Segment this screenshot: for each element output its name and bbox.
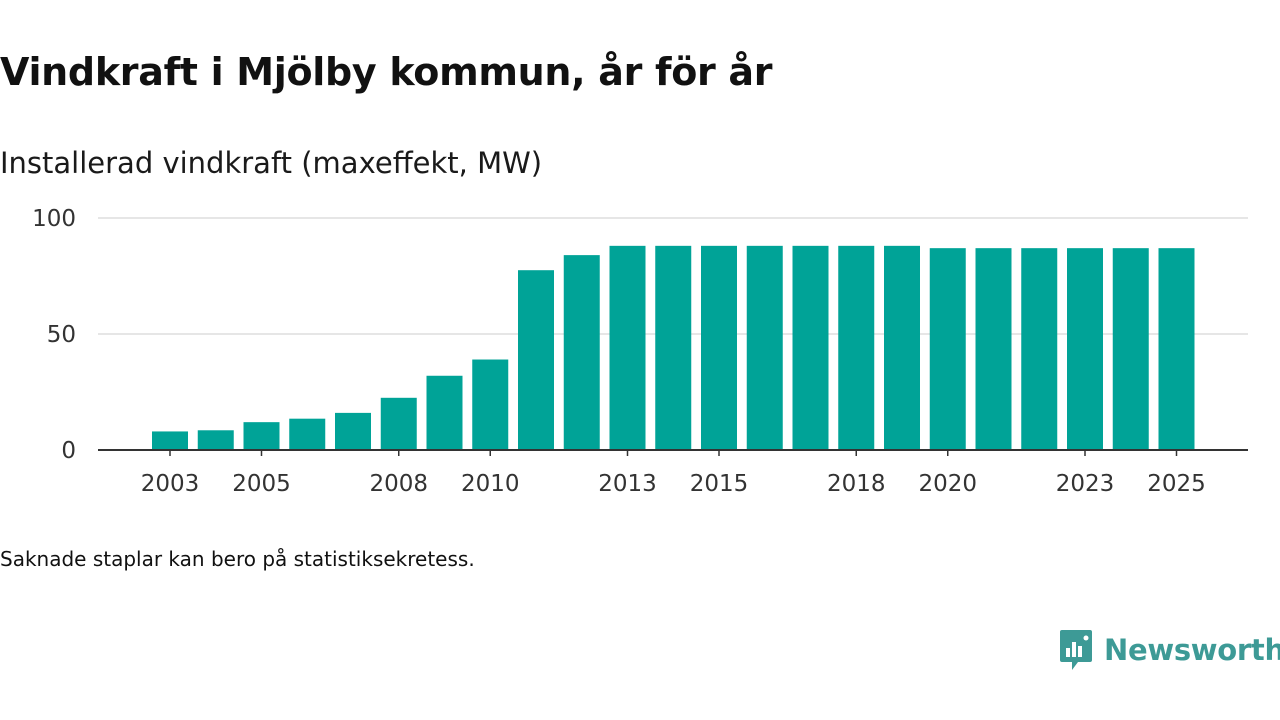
bar-layer — [152, 245, 1195, 450]
x-tick-label: 2003 — [141, 471, 200, 497]
y-tick-label: 100 — [32, 206, 76, 232]
x-tick-label: 2005 — [232, 471, 291, 497]
x-tick-label: 2008 — [369, 471, 428, 497]
x-tick-label: 2015 — [690, 471, 749, 497]
bar-2020 — [929, 248, 966, 450]
bar-2021 — [975, 248, 1012, 450]
x-tick-label: 2013 — [598, 471, 657, 497]
bar-2017 — [792, 245, 829, 450]
y-tick-label: 0 — [61, 438, 76, 464]
brand-name: Newsworthy — [1104, 633, 1280, 667]
x-tick-label: 2018 — [827, 471, 886, 497]
bar-2007 — [335, 412, 371, 450]
bar-2023 — [1067, 248, 1103, 450]
bar-chart: 0 50 100 2003 2005 2008 2010 2013 2015 2018 2020 20… — [32, 206, 1248, 497]
bar-2024 — [1112, 248, 1149, 450]
axis-layer: 0 50 100 2003 2005 2008 2010 2013 2015 2018 2020 20… — [32, 206, 1248, 497]
bar-2008 — [380, 397, 417, 450]
x-tick-label: 2023 — [1056, 471, 1115, 497]
bar-2025 — [1158, 248, 1195, 450]
bar-2013 — [609, 245, 646, 450]
footnote: Saknade staplar kan bero på statistiksek… — [0, 547, 475, 571]
chart-title: Vindkraft i Mjölby kommun, år för år — [0, 50, 773, 94]
bar-2009 — [426, 375, 463, 450]
x-tick-label: 2020 — [918, 471, 977, 497]
chart-subtitle: Installerad vindkraft (maxeffekt, MW) — [0, 146, 543, 180]
bar-2014 — [655, 245, 692, 450]
x-tick-label: 2010 — [461, 471, 520, 497]
x-tick-label: 2025 — [1147, 471, 1206, 497]
bar-2005 — [243, 422, 280, 450]
newsworthy-logo-icon — [1060, 630, 1092, 670]
bar-2004 — [197, 430, 234, 450]
bar-2006 — [289, 418, 326, 450]
brand-logo: Newsworthy — [1058, 628, 1280, 672]
bar-2019 — [884, 245, 920, 450]
bar-2015 — [701, 245, 737, 450]
bar-2011 — [518, 270, 554, 450]
bar-2003 — [152, 431, 188, 450]
y-tick-label: 50 — [47, 322, 76, 348]
bar-2016 — [746, 245, 783, 450]
bar-2010 — [472, 359, 509, 450]
bar-2022 — [1021, 248, 1058, 450]
bar-2018 — [838, 245, 875, 450]
bar-2012 — [563, 255, 600, 450]
